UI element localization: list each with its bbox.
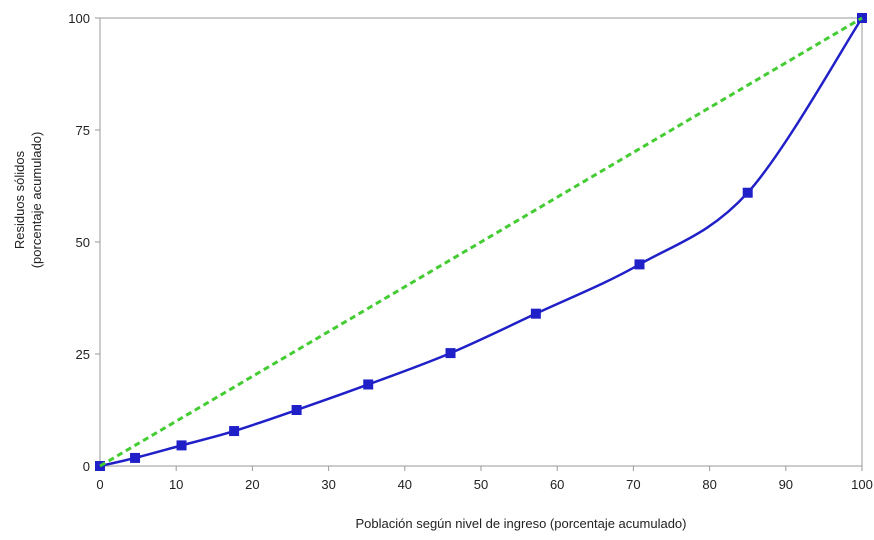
- x-tick-label: 100: [851, 477, 873, 492]
- equality-line: [99, 16, 863, 468]
- y-axis-ticks: 0 25 50 75 100: [68, 11, 100, 474]
- y-tick-label: 50: [76, 235, 90, 250]
- data-point: [176, 440, 187, 451]
- x-tick-label: 40: [398, 477, 412, 492]
- x-tick-label: 50: [474, 477, 488, 492]
- x-tick-label: 90: [779, 477, 793, 492]
- x-tick-label: 30: [321, 477, 335, 492]
- y-tick-label: 75: [76, 123, 90, 138]
- data-point: [130, 452, 141, 463]
- data-point: [229, 426, 240, 437]
- x-tick-label: 20: [245, 477, 259, 492]
- x-tick-label: 10: [169, 477, 183, 492]
- y-tick-label: 100: [68, 11, 90, 26]
- x-tick-label: 70: [626, 477, 640, 492]
- series-layer: [95, 13, 867, 471]
- y-axis-title-line2: (porcentaje acumulado): [29, 132, 44, 269]
- x-tick-label: 0: [96, 477, 103, 492]
- x-axis-ticks: 0 10 20 30 40 50 60 70 80 90 100: [96, 466, 873, 492]
- x-tick-label: 80: [702, 477, 716, 492]
- y-axis-title-line1: Residuos sólidos: [12, 150, 27, 249]
- y-tick-label: 25: [76, 347, 90, 362]
- data-point: [634, 259, 645, 270]
- data-point: [445, 348, 456, 359]
- data-point: [530, 308, 541, 319]
- data-point: [291, 405, 302, 415]
- data-point: [742, 187, 753, 198]
- x-tick-label: 60: [550, 477, 564, 492]
- data-point: [363, 379, 374, 390]
- x-axis-title: Población según nivel de ingreso (porcen…: [356, 516, 687, 531]
- y-tick-label: 0: [83, 459, 90, 474]
